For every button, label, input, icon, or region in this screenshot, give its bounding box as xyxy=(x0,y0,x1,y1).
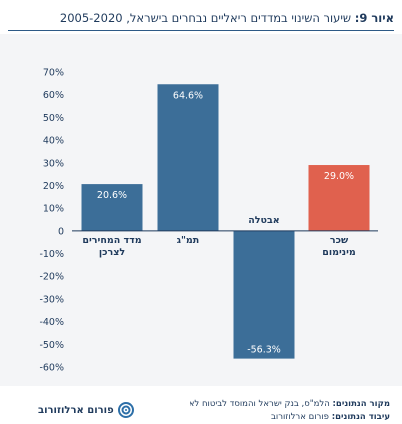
source-text: הלמ"ס, בנק ישראל והמוסד לביטוח לאומי. xyxy=(190,399,330,409)
y-tick-label: -20% xyxy=(39,272,64,283)
bar xyxy=(157,84,219,231)
y-tick-label: 10% xyxy=(43,204,64,215)
edit-label: עיבוד הנתונים: xyxy=(331,412,390,422)
bar xyxy=(233,230,295,359)
bar xyxy=(81,184,143,231)
edit-text: פורום ארלוזורוב xyxy=(270,412,329,422)
data-label: -56.3% xyxy=(247,345,281,356)
y-tick-label: -30% xyxy=(39,294,64,305)
data-label: 29.0% xyxy=(324,171,354,182)
category-label: לצרכן xyxy=(99,247,125,258)
footer: פורום ארלוזורוב מקור הנתונים: הלמ"ס, בנק… xyxy=(0,386,402,422)
data-label: 64.6% xyxy=(173,90,203,101)
logo-text: פורום ארלוזורוב xyxy=(38,404,114,416)
y-tick-label: 60% xyxy=(43,90,64,101)
y-tick-label: 20% xyxy=(43,181,64,192)
figure-title-text: שיעור השינוי במדדים ריאליים נבחרים בישרא… xyxy=(59,11,352,25)
y-tick-label: -60% xyxy=(39,363,64,374)
bar-chart: 70% 60% 50% 40% 30% 20% 10% 0 -10% -20% -30% -40% -5… xyxy=(39,68,378,374)
category-label: מינימום xyxy=(322,247,356,258)
y-tick-label: 50% xyxy=(43,113,64,124)
sources-note: מקור הנתונים: הלמ"ס, בנק ישראל והמוסד לב… xyxy=(190,398,390,424)
source-label: מקור הנתונים: xyxy=(332,399,391,409)
bar xyxy=(308,165,370,231)
y-tick-label: -10% xyxy=(39,249,64,260)
y-tick-label: 30% xyxy=(43,158,64,169)
brand-logo: פורום ארלוזורוב xyxy=(38,402,134,418)
y-tick-label: -50% xyxy=(39,340,64,351)
category-label: שכר xyxy=(330,235,349,246)
y-tick-label: 40% xyxy=(43,136,64,147)
category-label: תמ"ג xyxy=(177,235,200,246)
edit-line: עיבוד הנתונים: פורום ארלוזורוב xyxy=(190,411,390,424)
source-line: מקור הנתונים: הלמ"ס, בנק ישראל והמוסד לב… xyxy=(190,398,390,411)
chart-title: איור 9: שיעור השינוי במדדים ריאליים נבחר… xyxy=(8,6,394,31)
spiral-logo-icon xyxy=(117,402,134,418)
category-label: מדד המחירים xyxy=(82,235,141,246)
y-tick-label: 0 xyxy=(58,226,64,237)
data-label: 20.6% xyxy=(97,190,127,201)
category-label: אבטלה xyxy=(248,215,280,226)
y-tick-label: -40% xyxy=(39,317,64,328)
y-tick-label: 70% xyxy=(43,68,64,79)
figure-label: איור 9: xyxy=(354,11,394,25)
